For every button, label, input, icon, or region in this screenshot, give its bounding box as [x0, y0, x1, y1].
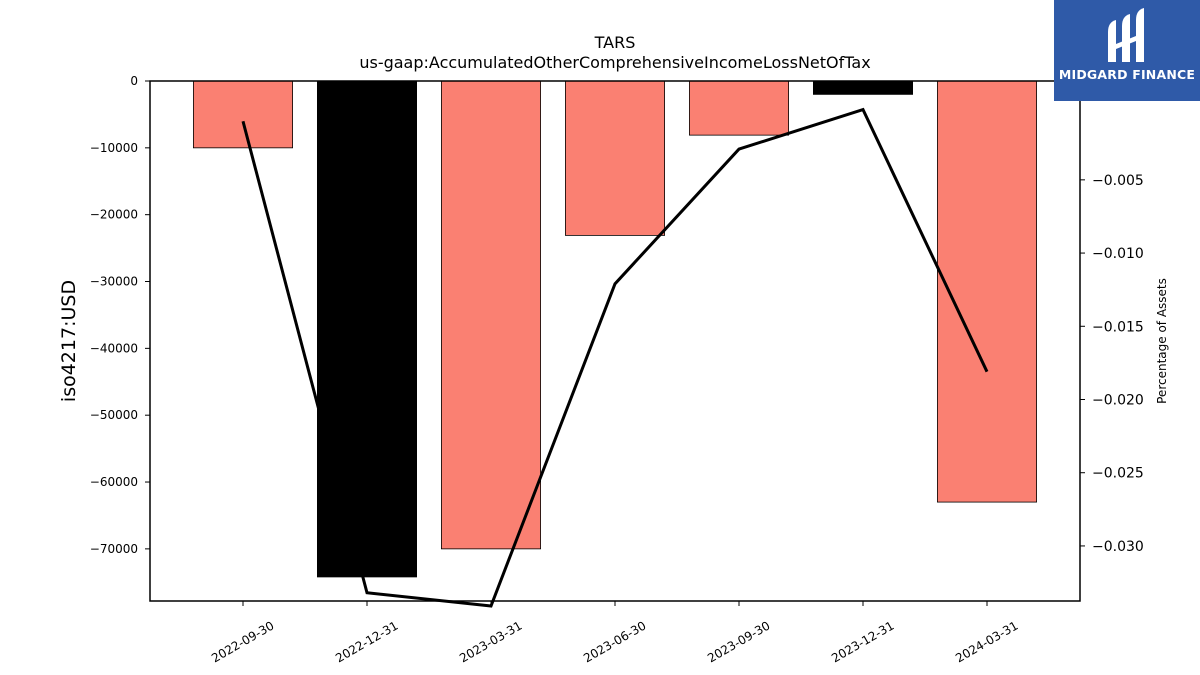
x-tick-label: 2022-09-30 [209, 618, 276, 665]
y2-tick-label: −0.030 [1092, 539, 1144, 555]
y-tick-label: 0 [130, 74, 138, 88]
bars-group [192, 80, 1038, 578]
y-axis-label: iso4217:USD [58, 280, 80, 402]
chart-title: TARS [594, 33, 636, 52]
bar-2022-09-30 [192, 80, 293, 149]
y-tick-label: −40000 [90, 341, 138, 355]
y2-tick-label: −0.015 [1092, 319, 1144, 335]
left-axis: 0 −10000 −20000 −30000 −40000 −50000 −60000 −70… [90, 74, 150, 556]
bar-2023-12-31 [813, 80, 914, 95]
y2-axis-label: Percentage of Assets [1155, 278, 1169, 404]
y2-tick-label: −0.005 [1092, 173, 1144, 189]
y-tick-label: −50000 [90, 408, 138, 422]
x-tick-label: 2024-03-31 [953, 618, 1020, 665]
bar-2023-09-30 [689, 80, 790, 136]
bar-2022-12-31 [316, 80, 417, 578]
y-tick-label: −10000 [90, 141, 138, 155]
chart-subtitle: us-gaap:AccumulatedOtherComprehensiveInc… [359, 53, 870, 72]
x-tick-label: 2023-06-30 [581, 618, 648, 665]
y-tick-label: −70000 [90, 542, 138, 556]
logo-mark-icon [1108, 8, 1144, 62]
x-tick-label: 2023-03-31 [457, 618, 524, 665]
logo-text: MIDGARD FINANCE [1058, 67, 1196, 82]
x-axis: 2022-09-30 2022-12-31 2023-03-31 2023-06-30… [209, 601, 1021, 665]
bar-2024-03-31 [937, 80, 1038, 503]
line-group [241, 107, 989, 608]
y-tick-label: −30000 [90, 275, 138, 289]
y2-tick-label: −0.025 [1092, 466, 1144, 482]
x-tick-label: 2023-12-31 [829, 618, 896, 665]
bar-2023-06-30 [565, 80, 666, 236]
y2-tick-label: −0.010 [1092, 246, 1144, 262]
x-tick-label: 2023-09-30 [705, 618, 772, 665]
y-tick-label: −60000 [90, 475, 138, 489]
right-axis: −0.005 −0.010 −0.015 −0.020 −0.025 −0.030 [1080, 173, 1144, 555]
bar-2023-03-31 [440, 80, 541, 550]
logo: MIDGARD FINANCE [1054, 0, 1200, 101]
y2-tick-label: −0.020 [1092, 393, 1144, 409]
x-tick-label: 2022-12-31 [333, 618, 400, 665]
y-tick-label: −20000 [90, 208, 138, 222]
percentage-line [241, 107, 989, 608]
